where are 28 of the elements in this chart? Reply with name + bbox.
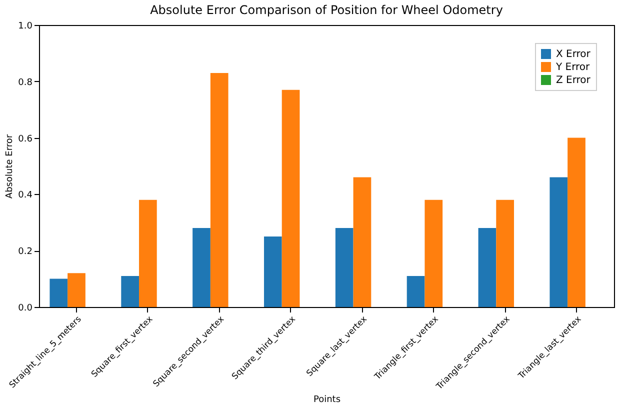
bar xyxy=(335,228,354,307)
y-tick-label: 0.8 xyxy=(18,78,33,88)
x-axis-title: Points xyxy=(313,394,341,405)
bar xyxy=(353,177,372,307)
y-tick-label: 0.0 xyxy=(18,304,33,314)
bar xyxy=(478,228,496,307)
bar xyxy=(568,138,586,307)
legend-label: Z Error xyxy=(556,75,592,86)
bar xyxy=(121,276,139,307)
legend-label: X Error xyxy=(556,49,592,60)
legend-label: Y Error xyxy=(555,62,591,73)
y-tick-label: 0.2 xyxy=(18,247,32,258)
chart-title: Absolute Error Comparison of Position for Wheel Odometry xyxy=(150,3,503,17)
bar xyxy=(550,177,568,307)
bar xyxy=(139,200,157,307)
y-tick-label: 1.0 xyxy=(18,22,33,32)
bar xyxy=(496,200,514,307)
y-tick-label: 0.6 xyxy=(18,134,33,144)
y-tick-label: 0.4 xyxy=(18,190,33,201)
bar xyxy=(282,90,300,307)
bar xyxy=(50,278,68,307)
bar xyxy=(406,276,425,307)
bar xyxy=(424,200,443,307)
y-axis-title: Absolute Error xyxy=(5,134,16,199)
bar xyxy=(264,236,282,307)
bar xyxy=(192,228,210,307)
bar xyxy=(210,72,228,307)
bar xyxy=(68,273,86,307)
